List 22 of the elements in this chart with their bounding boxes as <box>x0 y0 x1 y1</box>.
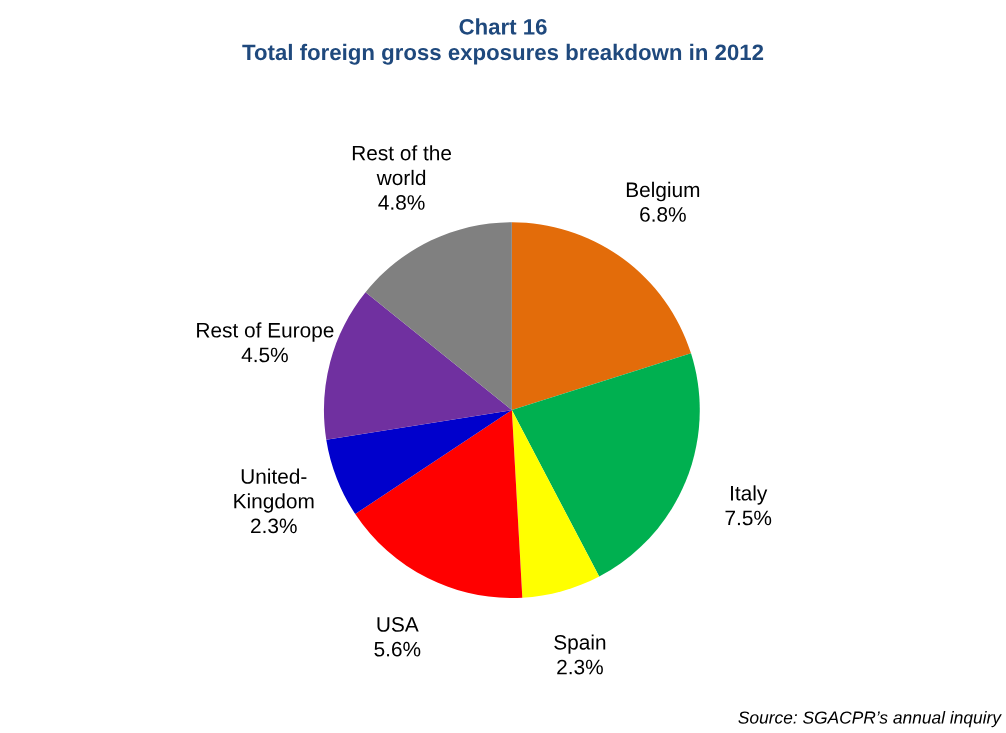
slice-label: Belgium <box>626 181 700 202</box>
data-label: 2.3% <box>557 659 603 675</box>
source-note: Source: SGACPR’s annual inquiry <box>738 710 1002 728</box>
chart-title: Chart 16 Total foreign gross exposures breakdown in 2012 <box>242 18 764 65</box>
data-label: 6.8% <box>640 207 686 222</box>
data-label: 4.5% <box>241 347 288 363</box>
data-label: 7.5% <box>725 510 772 526</box>
slice-label: Spain <box>554 634 606 654</box>
slice-label: United- Kingdom <box>234 468 314 513</box>
data-label: 2.3% <box>251 518 297 534</box>
slice-label: Rest of the world <box>352 145 452 186</box>
pie-slice <box>355 410 523 599</box>
data-label: 5.6% <box>374 641 421 657</box>
pie-slice <box>365 222 512 411</box>
slice-label: USA <box>377 617 419 632</box>
pie-slice <box>511 222 691 411</box>
pie-slice <box>326 410 512 514</box>
pie-slice <box>511 353 700 577</box>
pie-slice <box>511 410 600 598</box>
data-label: 4.8% <box>378 195 425 210</box>
slice-label: Italy <box>731 485 768 505</box>
slice-label: Rest of Europe <box>197 322 334 342</box>
